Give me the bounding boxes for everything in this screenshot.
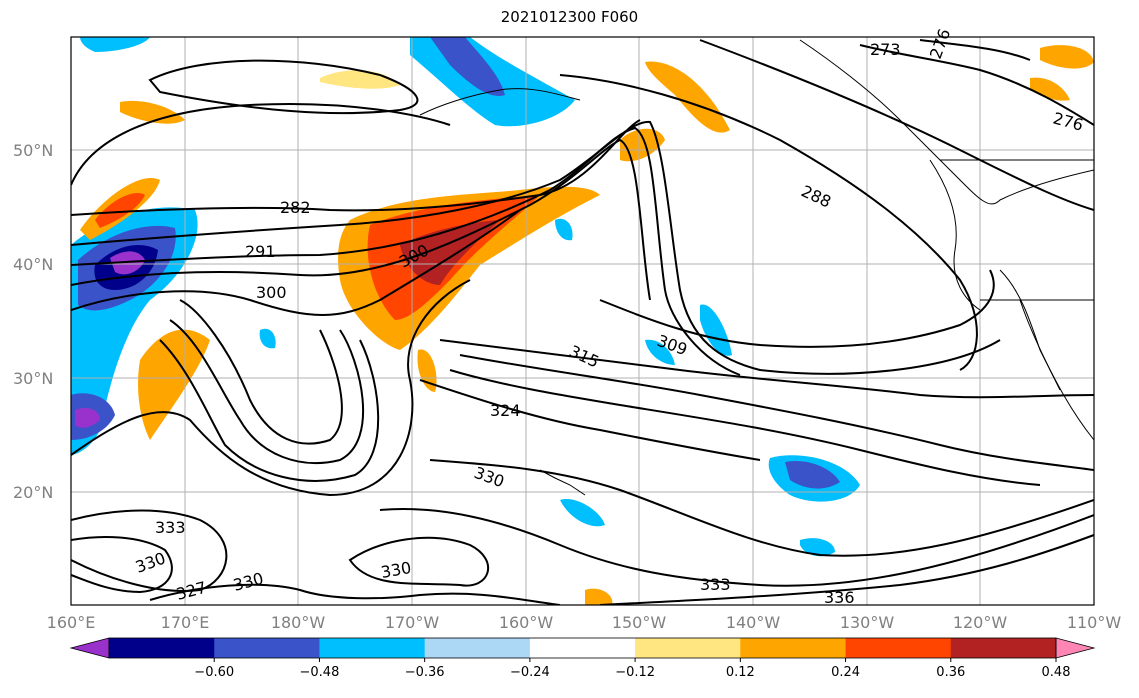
coastlines bbox=[419, 39, 1094, 496]
map-frame bbox=[70, 36, 1095, 606]
shade-positive-i bbox=[417, 349, 437, 392]
lon-label: 140°W bbox=[726, 613, 781, 632]
shade-negative-nw bbox=[80, 37, 150, 52]
contour-label: 276 bbox=[1051, 109, 1085, 135]
lon-label: 130°W bbox=[840, 613, 895, 632]
colorbar-tick-label: 0.12 bbox=[726, 665, 755, 680]
shade-negative-o bbox=[800, 538, 835, 557]
shading-layer bbox=[71, 37, 1094, 605]
lat-label: 20°N bbox=[13, 483, 53, 502]
colorbar-extend-high bbox=[1055, 637, 1096, 659]
colorbar-tick-label: 0.24 bbox=[831, 665, 860, 680]
graticule bbox=[71, 37, 1094, 605]
colorbar-tick-label: −0.36 bbox=[405, 665, 445, 680]
lon-label: 150°W bbox=[612, 613, 667, 632]
colorbar-tick-label: −0.12 bbox=[615, 665, 655, 680]
contour-label: 333 bbox=[700, 575, 731, 594]
contour-label: 330 bbox=[379, 558, 412, 582]
contour-label: 330 bbox=[231, 569, 265, 595]
colorbar-extend-low bbox=[69, 637, 110, 659]
lat-label: 30°N bbox=[13, 369, 53, 388]
shade-negative-l bbox=[645, 339, 675, 365]
contour-label: 315 bbox=[566, 341, 602, 371]
contour-label: 324 bbox=[490, 401, 521, 420]
colorbar-segment bbox=[740, 638, 847, 658]
contour-lines bbox=[71, 39, 1094, 605]
shade-positive-c bbox=[120, 100, 185, 124]
contour-label: 273 bbox=[870, 40, 901, 59]
lon-label: 170°E bbox=[161, 613, 210, 632]
shade-negative-west-south-peak bbox=[75, 408, 100, 428]
colorbar-outline bbox=[108, 637, 1057, 659]
colorbar-segment bbox=[109, 638, 215, 658]
shade-negative-p bbox=[259, 328, 276, 349]
lon-label: 120°W bbox=[953, 613, 1008, 632]
colorbar-tick-label: 0.48 bbox=[1042, 665, 1071, 680]
shade-positive-h bbox=[1030, 77, 1070, 101]
colorbar-tick-label: −0.24 bbox=[510, 665, 550, 680]
lat-label: 40°N bbox=[13, 255, 53, 274]
colorbar-tick-label: −0.48 bbox=[300, 665, 340, 680]
shade-positive-jet-core bbox=[400, 220, 500, 285]
lat-label: 50°N bbox=[13, 141, 53, 160]
shade-positive-j bbox=[585, 588, 613, 605]
contour-label: 330 bbox=[472, 463, 507, 491]
colorbar: −0.60 −0.48 −0.36 −0.24 −0.12 0.12 0.24 0.36 0.4… bbox=[69, 637, 1096, 680]
lon-label: 180°W bbox=[271, 613, 326, 632]
shade-positive-b bbox=[138, 329, 210, 440]
shade-positive-e bbox=[645, 61, 730, 133]
contour-label: 330 bbox=[133, 548, 168, 576]
contour-labels: 273 276 276 282 288 291 300 300 309 315 … bbox=[133, 26, 1086, 607]
latitude-labels: 50°N 40°N 30°N 20°N bbox=[13, 141, 53, 502]
colorbar-segment bbox=[845, 638, 952, 658]
shade-negative-north-core bbox=[430, 37, 505, 96]
lon-label: 160°W bbox=[499, 613, 554, 632]
contour-label: 300 bbox=[256, 283, 287, 302]
lon-label: 160°E bbox=[47, 613, 96, 632]
colorbar-tick-label: 0.36 bbox=[936, 665, 965, 680]
colorbar-segment bbox=[319, 638, 426, 658]
contour-label: 276 bbox=[926, 26, 954, 61]
chart-title: 2021012300 F060 bbox=[500, 8, 639, 26]
shade-negative-subtropic-core bbox=[785, 460, 840, 489]
contour-label: 291 bbox=[245, 242, 276, 261]
colorbar-segment bbox=[529, 638, 636, 658]
contour-label: 333 bbox=[155, 518, 186, 537]
contour-label: 336 bbox=[824, 588, 855, 607]
lon-label: 170°W bbox=[385, 613, 440, 632]
shade-positive-g bbox=[1040, 45, 1094, 69]
shade-negative-n bbox=[555, 218, 573, 241]
shade-negative-m bbox=[560, 499, 605, 527]
contour-label: 282 bbox=[280, 198, 311, 217]
lon-label: 110°W bbox=[1067, 613, 1122, 632]
shade-negative-k bbox=[700, 304, 732, 356]
shade-positive-a-core bbox=[95, 192, 145, 228]
colorbar-tick-label: −0.60 bbox=[194, 665, 234, 680]
colorbar-segment bbox=[950, 638, 1057, 658]
colorbar-segment bbox=[635, 638, 741, 658]
shade-positive-d bbox=[320, 70, 400, 89]
longitude-labels: 160°E 170°E 180°W 170°W 160°W 150°W 140°… bbox=[47, 613, 1122, 632]
contour-label: 327 bbox=[174, 578, 208, 604]
shade-positive-f bbox=[620, 128, 665, 162]
contour-label: 288 bbox=[798, 181, 834, 211]
colorbar-segment bbox=[424, 638, 531, 658]
colorbar-segment bbox=[214, 638, 320, 658]
